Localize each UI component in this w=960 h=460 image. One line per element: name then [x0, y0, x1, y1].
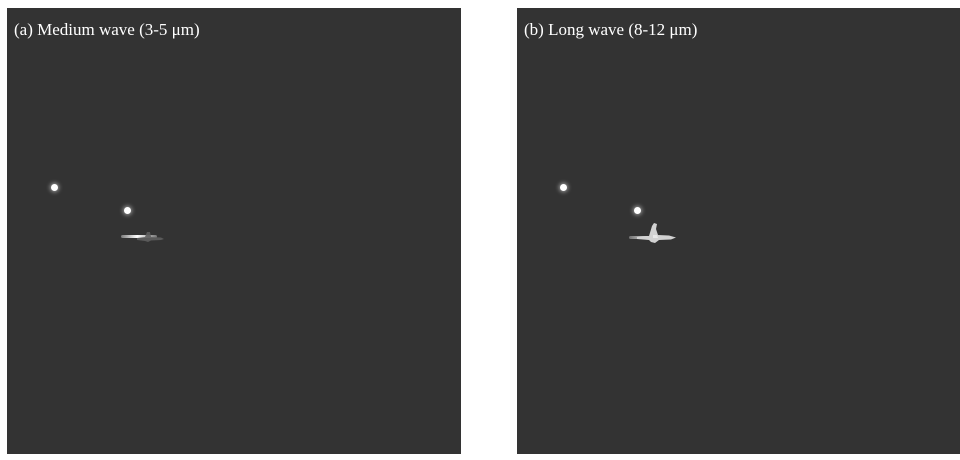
panel-b-label: (b) Long wave (8-12 μm): [524, 20, 698, 39]
long-wave-image-panel: (b) Long wave (8-12 μm): [517, 8, 960, 454]
panel-a-label: (a) Medium wave (3-5 μm): [14, 20, 200, 39]
medium-wave-image-panel: (a) Medium wave (3-5 μm): [7, 8, 461, 454]
hotspot-flare-1: [560, 184, 567, 191]
aircraft-silhouette: [137, 232, 164, 242]
exhaust-plume: [121, 235, 157, 238]
hotspot-flare-2: [634, 207, 641, 214]
hotspot-flare-2: [124, 207, 131, 214]
hotspot-flare-1: [51, 184, 58, 191]
aircraft-silhouette: [637, 223, 676, 243]
